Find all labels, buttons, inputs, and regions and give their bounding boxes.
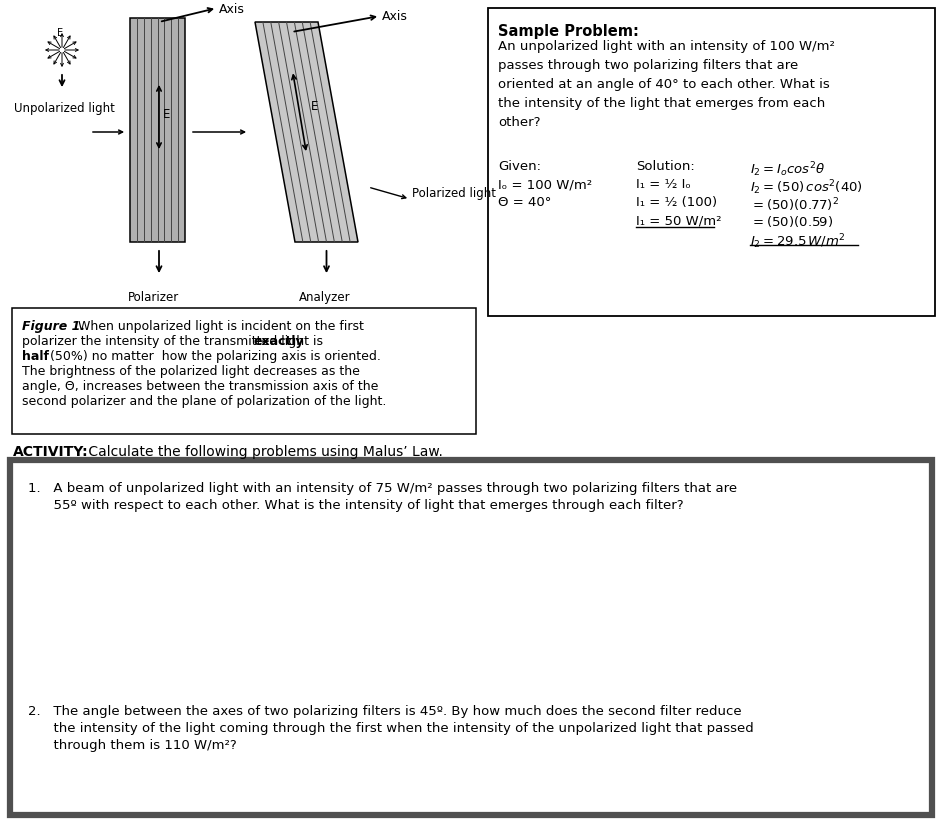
Text: (50%) no matter  how the polarizing axis is oriented.: (50%) no matter how the polarizing axis … xyxy=(46,350,381,363)
Text: Given:: Given: xyxy=(498,160,541,173)
Text: Sample Problem:: Sample Problem: xyxy=(498,24,638,39)
Text: Axis: Axis xyxy=(382,10,408,23)
Text: other?: other? xyxy=(498,116,540,129)
Text: E: E xyxy=(57,28,63,38)
Text: half: half xyxy=(22,350,49,363)
Polygon shape xyxy=(130,18,185,242)
Text: An unpolarized light with an intensity of 100 W/m²: An unpolarized light with an intensity o… xyxy=(498,40,835,53)
Text: Polarized light: Polarized light xyxy=(412,187,496,200)
Text: Unpolarized light: Unpolarized light xyxy=(14,102,115,115)
Text: ACTIVITY:: ACTIVITY: xyxy=(13,445,89,459)
Text: E: E xyxy=(163,108,171,121)
FancyBboxPatch shape xyxy=(488,8,935,316)
Text: 2.   The angle between the axes of two polarizing filters is 45º. By how much do: 2. The angle between the axes of two pol… xyxy=(28,705,741,718)
Text: I₁ = 50 W/m²: I₁ = 50 W/m² xyxy=(636,214,721,227)
Text: 55º with respect to each other. What is the intensity of light that emerges thro: 55º with respect to each other. What is … xyxy=(28,499,684,512)
Text: Solution:: Solution: xyxy=(636,160,695,173)
Text: the intensity of the light coming through the first when the intensity of the un: the intensity of the light coming throug… xyxy=(28,722,753,735)
Text: polarizer the intensity of the transmitted light is: polarizer the intensity of the transmitt… xyxy=(22,335,327,348)
Text: $I_2=29.5\,W/m^2$: $I_2=29.5\,W/m^2$ xyxy=(750,232,846,251)
Text: E: E xyxy=(310,99,318,113)
Text: $=(50)(0.77)^2$: $=(50)(0.77)^2$ xyxy=(750,196,839,214)
Text: I₁ = ½ (100): I₁ = ½ (100) xyxy=(636,196,717,209)
Text: The brightness of the polarized light decreases as the: The brightness of the polarized light de… xyxy=(22,365,360,378)
Text: $=(50)(0.59)$: $=(50)(0.59)$ xyxy=(750,214,834,229)
Text: oriented at an angle of 40° to each other. What is: oriented at an angle of 40° to each othe… xyxy=(498,78,830,91)
Text: When unpolarized light is incident on the first: When unpolarized light is incident on th… xyxy=(74,320,364,333)
Text: second polarizer and the plane of polarization of the light.: second polarizer and the plane of polari… xyxy=(22,395,387,408)
Text: Calculate the following problems using Malus’ Law.: Calculate the following problems using M… xyxy=(84,445,443,459)
Text: $I_2=(50)\,cos^2(40)$: $I_2=(50)\,cos^2(40)$ xyxy=(750,178,863,196)
Text: passes through two polarizing filters that are: passes through two polarizing filters th… xyxy=(498,59,799,72)
Text: angle, Θ, increases between the transmission axis of the: angle, Θ, increases between the transmis… xyxy=(22,380,378,393)
Text: $I_2=I_ocos^2\theta$: $I_2=I_ocos^2\theta$ xyxy=(750,160,825,178)
Text: 1.   A beam of unpolarized light with an intensity of 75 W/m² passes through two: 1. A beam of unpolarized light with an i… xyxy=(28,482,737,495)
FancyBboxPatch shape xyxy=(10,460,932,815)
Text: Axis: Axis xyxy=(219,3,245,16)
Text: through them is 110 W/m²?: through them is 110 W/m²? xyxy=(28,739,237,752)
Polygon shape xyxy=(255,22,358,242)
Text: Analyzer: Analyzer xyxy=(299,291,350,304)
FancyBboxPatch shape xyxy=(12,308,476,434)
Text: the intensity of the light that emerges from each: the intensity of the light that emerges … xyxy=(498,97,825,110)
Text: I₁ = ½ Iₒ: I₁ = ½ Iₒ xyxy=(636,178,691,191)
Text: Θ = 40°: Θ = 40° xyxy=(498,196,552,209)
Text: Iₒ = 100 W/m²: Iₒ = 100 W/m² xyxy=(498,178,592,191)
Text: exactly: exactly xyxy=(254,335,305,348)
Text: Figure 1.: Figure 1. xyxy=(22,320,85,333)
Text: Polarizer: Polarizer xyxy=(128,291,179,304)
